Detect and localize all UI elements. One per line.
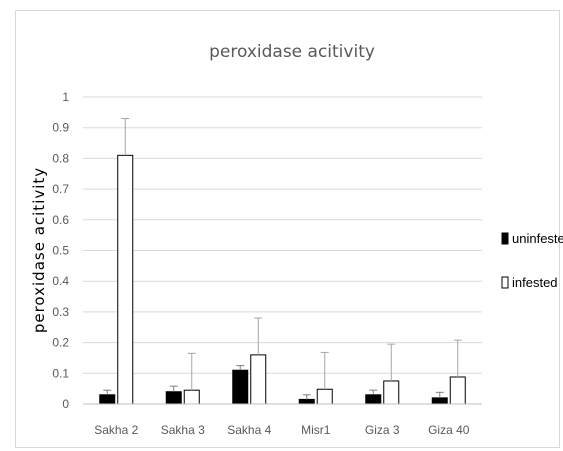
bar-uninfested xyxy=(99,394,116,405)
bar-infested xyxy=(316,388,333,405)
x-tick-label: Misr1 xyxy=(301,423,331,437)
bar-infested xyxy=(449,376,466,405)
y-axis-label: peroxidase acitivity xyxy=(30,167,48,333)
chart-frame xyxy=(15,10,560,448)
y-tick-label: 1 xyxy=(62,90,69,104)
bar-infested xyxy=(250,354,267,405)
x-axis-ticks: Sakha 2 Sakha 3 Sakha 4 Misr1 Giza 3 Giza 40 xyxy=(94,423,470,437)
gridlines xyxy=(83,96,482,374)
y-tick-label: 0.6 xyxy=(52,213,69,227)
bar-uninfested xyxy=(165,391,182,405)
x-tick-label: Giza 3 xyxy=(365,423,400,437)
x-tick-label: Sakha 2 xyxy=(94,423,138,437)
y-tick-label: 0.5 xyxy=(52,244,69,258)
y-tick-label: 0.4 xyxy=(52,274,69,288)
legend-swatch xyxy=(501,276,509,289)
x-tick-label: Sakha 4 xyxy=(227,423,271,437)
y-tick-label: 0.1 xyxy=(52,366,69,380)
bar-uninfested xyxy=(298,398,315,405)
y-tick-label: 0.2 xyxy=(52,336,69,350)
bar-infested xyxy=(117,154,134,405)
legend-label: infested xyxy=(512,275,558,290)
x-tick-label: Sakha 3 xyxy=(161,423,205,437)
chart-title: peroxidase acitivity xyxy=(209,42,375,62)
y-tick-label: 0.3 xyxy=(52,305,69,319)
bar-uninfested xyxy=(431,397,448,405)
bar-infested xyxy=(383,380,400,405)
y-axis-ticks: 0 0.1 0.2 0.3 0.4 0.5 0.6 0.7 0.8 0.9 1 xyxy=(52,90,69,411)
legend-label: uninfested xyxy=(512,231,563,246)
y-tick-label: 0.9 xyxy=(52,121,69,135)
legend: uninfested infested xyxy=(501,231,563,290)
bar-uninfested xyxy=(232,369,249,405)
y-tick-label: 0.7 xyxy=(52,182,69,196)
bar-uninfested xyxy=(365,394,382,405)
legend-swatch xyxy=(501,232,509,245)
x-tick-label: Giza 40 xyxy=(428,423,470,437)
bar-infested xyxy=(183,389,200,405)
bars xyxy=(99,117,466,405)
y-tick-label: 0.8 xyxy=(52,151,69,165)
y-tick-label: 0 xyxy=(62,397,69,411)
